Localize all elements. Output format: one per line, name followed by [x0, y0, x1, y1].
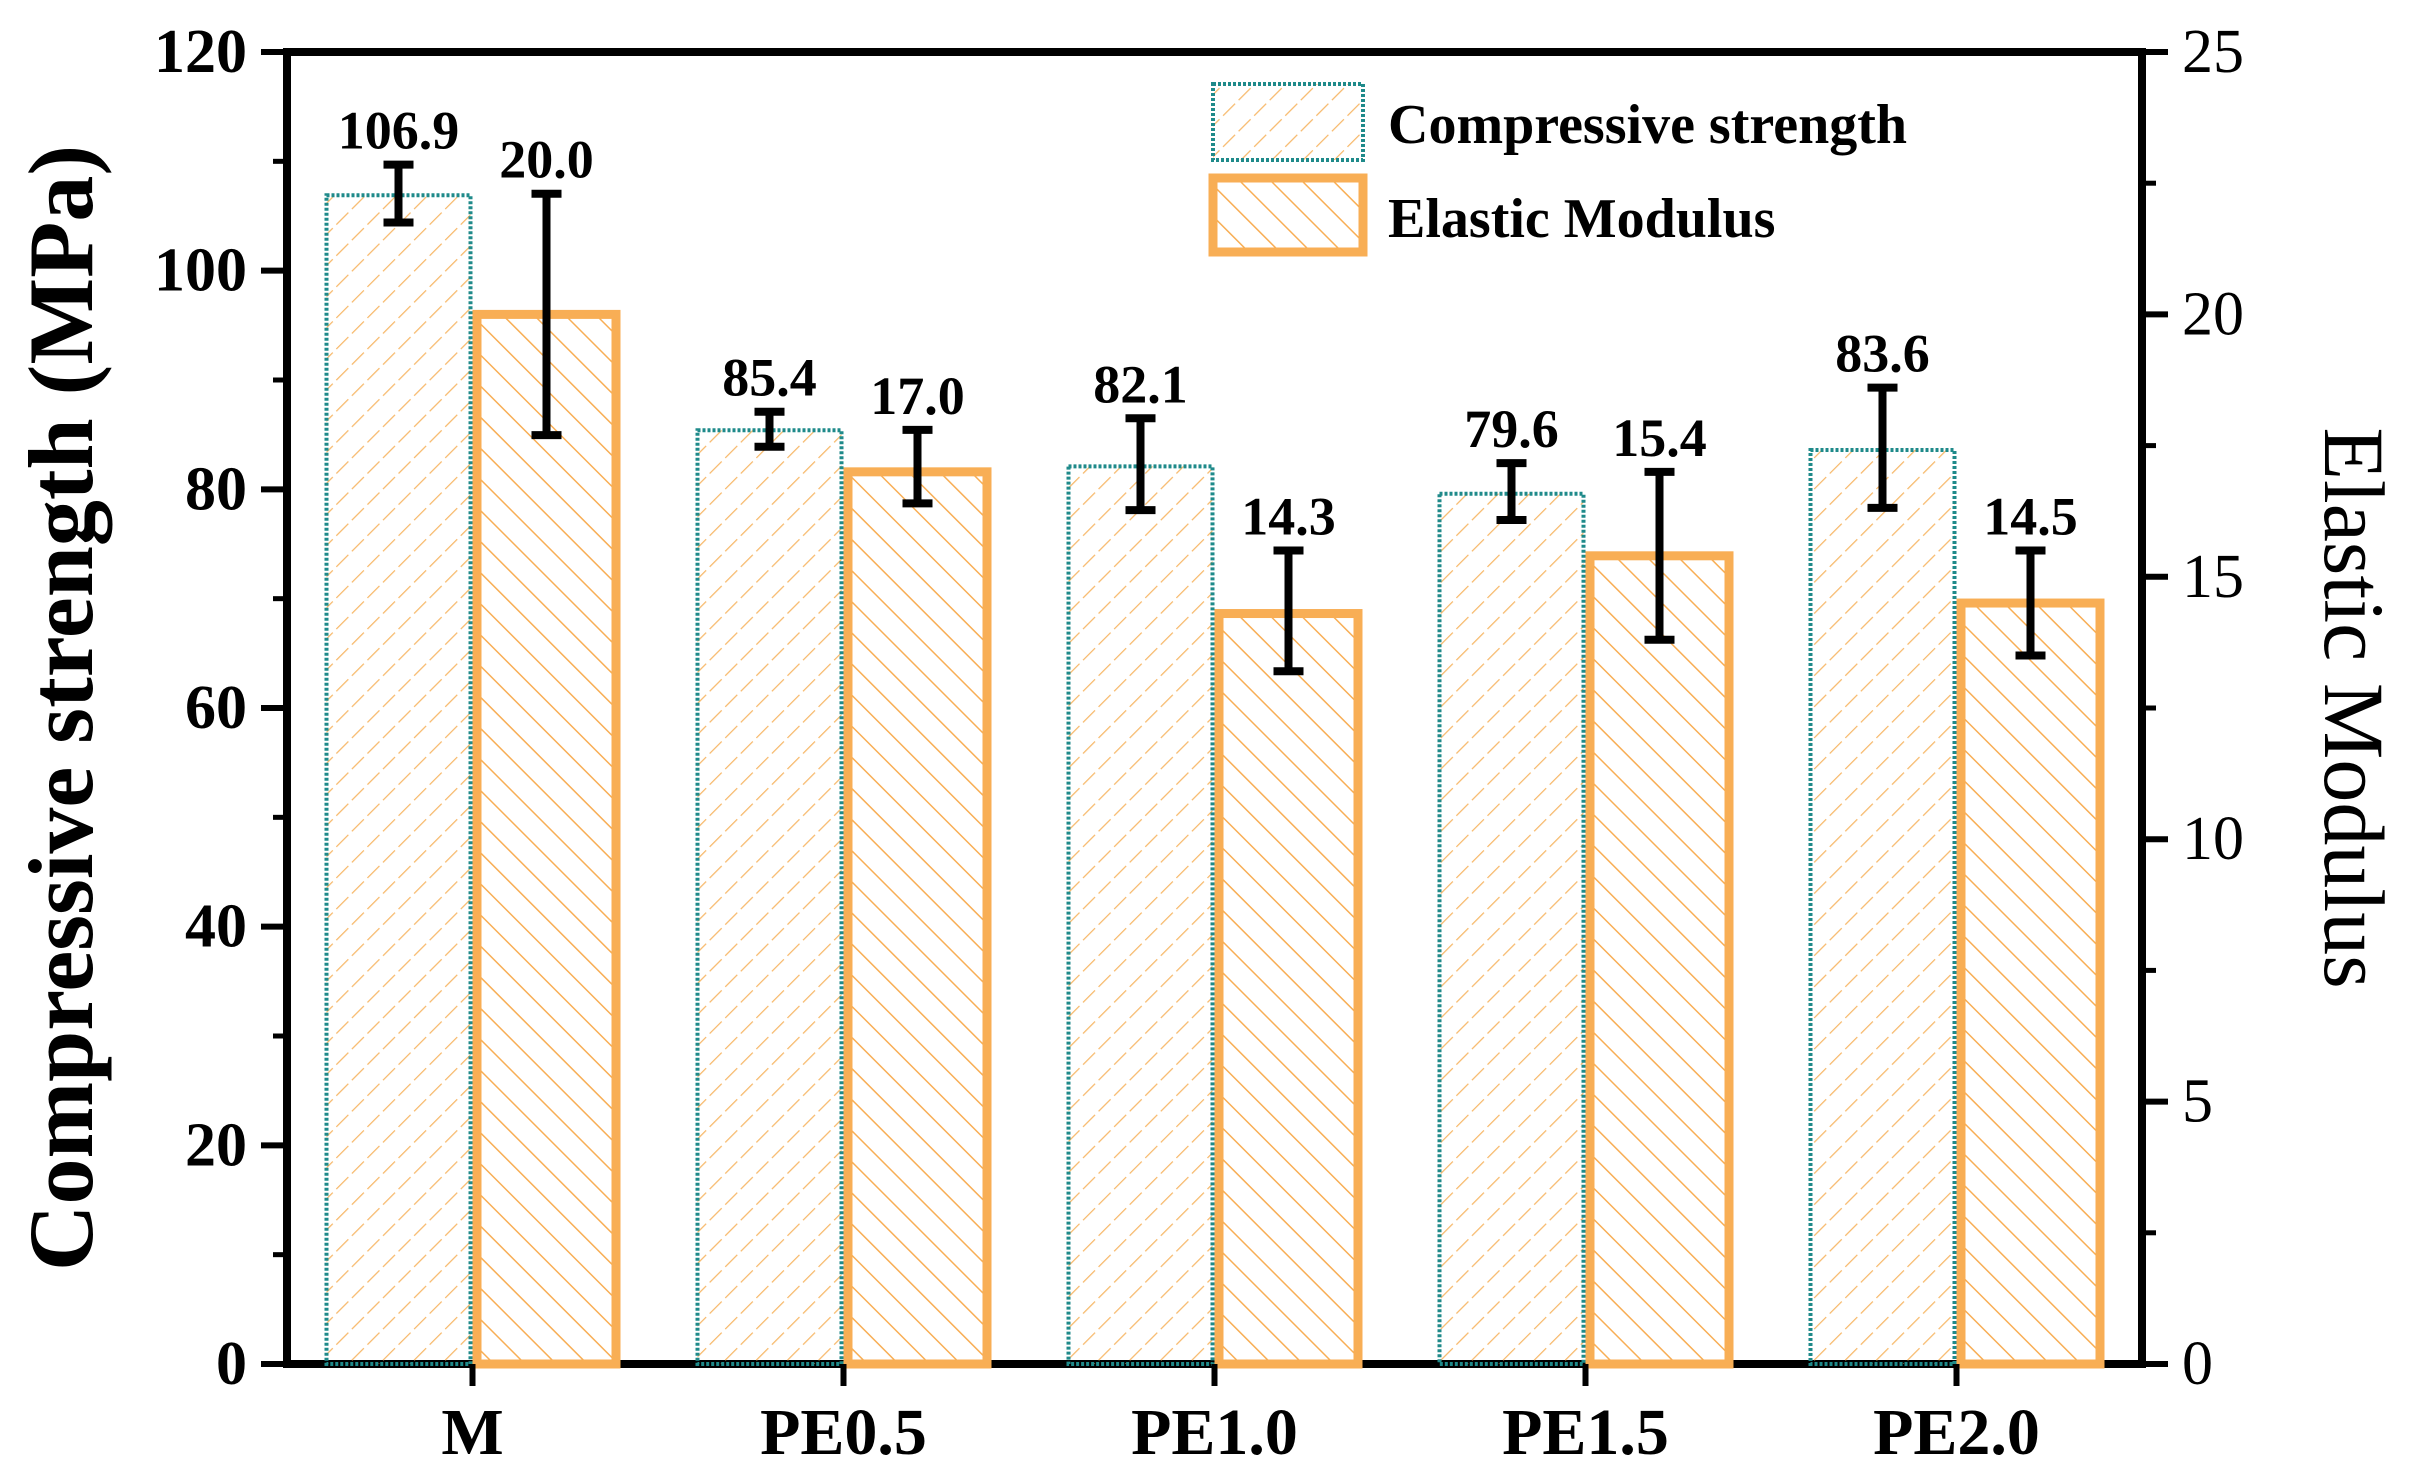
left-tick-label-100: 100: [154, 237, 247, 305]
left-axis-title: Compressive strength (MPa): [10, 145, 112, 1271]
right-tick-label-25: 25: [2182, 18, 2244, 86]
left-tick-label-120: 120: [154, 18, 247, 86]
x-tick-label-pe1-5: PE1.5: [1502, 1396, 1669, 1469]
bar-compressive-strength-pe1-5: [1437, 491, 1586, 1366]
error-bars-layer: [383, 160, 2046, 676]
bar-elastic-modulus-pe1-5: [1585, 551, 1734, 1369]
right-tick-label-15: 15: [2182, 543, 2244, 611]
legend-swatch-compressive-strength: [1211, 82, 1365, 162]
bar-compressive-strength-pe2-0: [1808, 447, 1957, 1366]
legend-label-compressive-strength: Compressive strength: [1388, 94, 1907, 156]
right-y-axis: 0 5 10 15 20 25: [2142, 18, 2244, 1398]
right-tick-label-0: 0: [2182, 1330, 2213, 1398]
x-tick-label-pe2-0: PE2.0: [1873, 1396, 2040, 1469]
right-tick-label-10: 10: [2182, 805, 2244, 873]
bar-elastic-modulus-pe2-0: [1956, 598, 2105, 1369]
left-tick-label-80: 80: [185, 455, 247, 523]
bar-elastic-modulus-pe0-5: [843, 467, 992, 1369]
bar-compressive-strength-m: [324, 193, 473, 1366]
right-axis-title: Elastic Modulus: [2306, 427, 2402, 988]
left-tick-label-0: 0: [216, 1330, 247, 1398]
left-y-axis: 0 20 40 60 80 100 120: [154, 18, 287, 1398]
value-label-compressive-strength-pe2-0: 83.6: [1835, 324, 1930, 384]
left-tick-label-20: 20: [185, 1111, 247, 1179]
bar-elastic-modulus-m: [472, 309, 621, 1369]
x-tick-label-pe0-5: PE0.5: [760, 1396, 927, 1469]
value-label-elastic-modulus-pe2-0: 14.5: [1983, 487, 2078, 547]
bar-compressive-strength-pe1-0: [1066, 464, 1215, 1366]
value-label-elastic-modulus-pe1-5: 15.4: [1612, 408, 1707, 468]
x-tick-label-pe1-0: PE1.0: [1131, 1396, 1298, 1469]
legend-label-elastic-modulus: Elastic Modulus: [1388, 188, 1775, 250]
bars-layer: [324, 193, 2105, 1369]
x-tick-label-m: M: [441, 1396, 503, 1469]
value-label-compressive-strength-pe1-0: 82.1: [1093, 354, 1188, 414]
legend-swatch-elastic-modulus: [1208, 173, 1368, 257]
value-labels-layer: 106.9 20.0 85.4 17.0 82.1 14.3 79.6 15.4 83.6 14.…: [338, 101, 2078, 547]
value-label-elastic-modulus-m: 20.0: [499, 130, 594, 190]
value-label-elastic-modulus-pe0-5: 17.0: [870, 366, 965, 426]
value-label-elastic-modulus-pe1-0: 14.3: [1241, 487, 1336, 547]
legend: Compressive strength Elastic Modulus: [1208, 82, 1907, 257]
bar-elastic-modulus-pe1-0: [1214, 609, 1363, 1369]
x-axis: M PE0.5 PE1.0 PE1.5 PE2.0: [441, 1364, 2040, 1469]
right-tick-label-20: 20: [2182, 280, 2244, 348]
value-label-compressive-strength-pe1-5: 79.6: [1464, 399, 1559, 459]
value-label-compressive-strength-m: 106.9: [338, 101, 460, 161]
bar-compressive-strength-pe0-5: [695, 428, 844, 1366]
left-tick-label-60: 60: [185, 674, 247, 742]
left-tick-label-40: 40: [185, 893, 247, 961]
value-label-compressive-strength-pe0-5: 85.4: [722, 348, 817, 408]
right-tick-label-5: 5: [2182, 1068, 2213, 1136]
